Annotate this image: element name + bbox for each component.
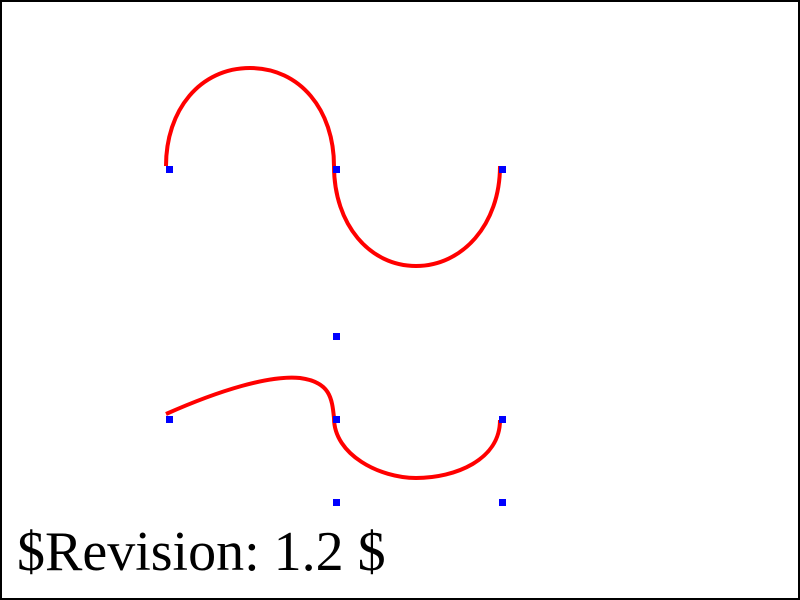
control-point [166, 416, 173, 423]
control-point [333, 333, 340, 340]
control-point [333, 416, 340, 423]
control-point [499, 416, 506, 423]
bottom-curve-path [165, 375, 502, 481]
control-point [333, 499, 340, 506]
control-point [499, 499, 506, 506]
control-point [499, 166, 506, 173]
control-point [166, 166, 173, 173]
revision-label: $Revision: 1.2 $ [17, 521, 386, 583]
control-point [333, 166, 340, 173]
